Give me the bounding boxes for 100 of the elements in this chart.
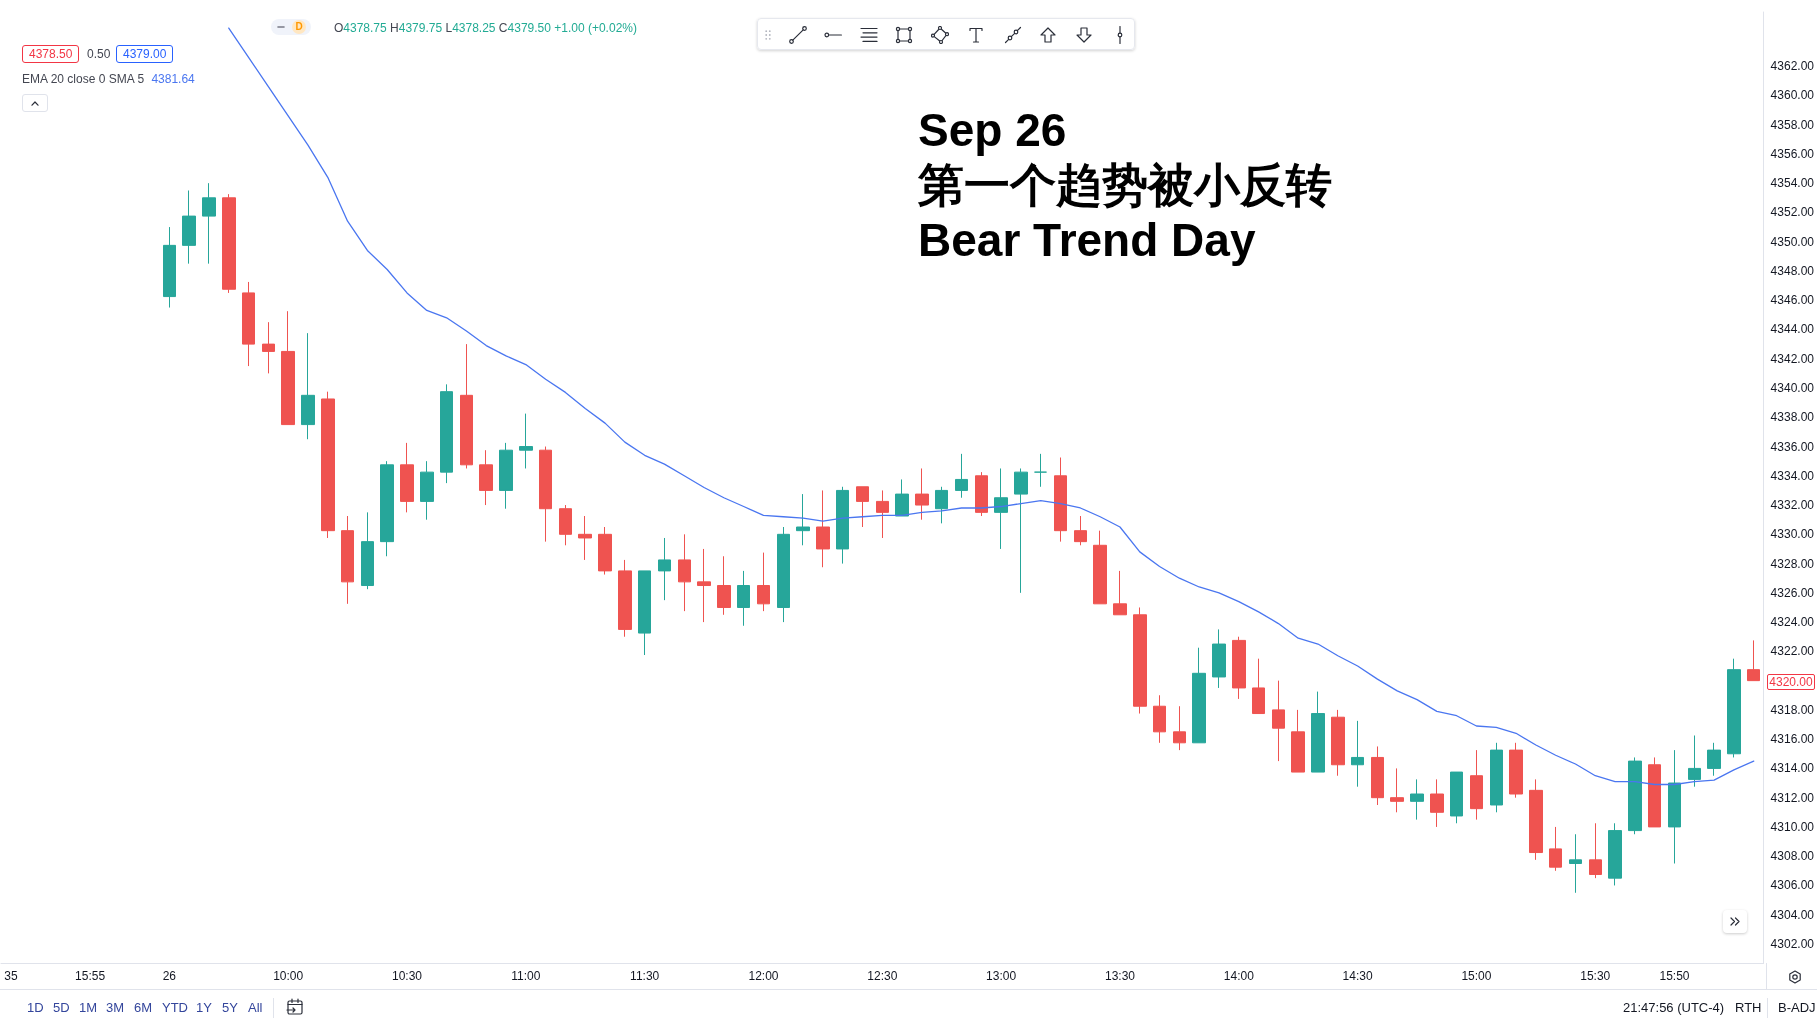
candlestick bbox=[876, 489, 889, 539]
candlestick bbox=[994, 467, 1008, 550]
candlestick bbox=[1371, 745, 1384, 806]
candlestick bbox=[1272, 680, 1285, 762]
candlestick bbox=[1707, 742, 1721, 777]
candlestick bbox=[678, 533, 691, 612]
candlestick bbox=[1747, 639, 1760, 682]
y-tick-label: 4318.00 bbox=[1770, 702, 1815, 717]
x-tick-label: 10:00 bbox=[273, 969, 304, 983]
x-tick-label: 15:50 bbox=[1659, 969, 1690, 983]
candlestick bbox=[1074, 515, 1087, 546]
candlestick bbox=[578, 515, 592, 561]
x-tick-label: 14:30 bbox=[1342, 969, 1373, 983]
candlestick bbox=[222, 193, 236, 294]
x-tick-label: 10:30 bbox=[391, 969, 423, 983]
text: 21:47:56 (UTC-4) bbox=[1623, 1000, 1725, 1016]
candlestick bbox=[1688, 734, 1701, 788]
annotation: 0.50 bbox=[87, 46, 111, 63]
candlestick bbox=[1470, 749, 1483, 821]
candlestick bbox=[1252, 658, 1265, 715]
x-tick-label: 14:00 bbox=[1223, 969, 1255, 983]
text: 第一个趋势被小反转 Bear Trend Day bbox=[917, 158, 1332, 266]
candlestick bbox=[479, 449, 493, 506]
candlestick bbox=[1430, 778, 1444, 828]
candlestick bbox=[1351, 720, 1364, 788]
y-tick-label: 4334.00 bbox=[1770, 468, 1815, 483]
candlestick bbox=[301, 332, 315, 440]
x-tick-label: 35 bbox=[4, 969, 18, 983]
candlestick bbox=[1410, 778, 1424, 821]
candlestick bbox=[539, 446, 552, 543]
candlestick bbox=[202, 182, 216, 265]
candlestick bbox=[697, 548, 711, 623]
candlestick bbox=[182, 190, 196, 265]
candlestick bbox=[163, 226, 176, 309]
annotation: 4379.00 bbox=[116, 45, 174, 63]
text: 1Y bbox=[196, 1000, 212, 1016]
candlestick bbox=[1133, 606, 1147, 715]
annotation: D bbox=[292, 20, 306, 34]
y-tick-label: 4314.00 bbox=[1770, 761, 1815, 776]
x-tick-label: 13:00 bbox=[986, 969, 1017, 983]
candlestick bbox=[1589, 822, 1602, 879]
candlestick bbox=[1311, 691, 1325, 773]
annotation: 4381.64 bbox=[151, 72, 196, 86]
candlestick bbox=[618, 559, 632, 638]
candlestick bbox=[777, 526, 790, 623]
candlestick bbox=[915, 467, 929, 521]
candlestick bbox=[1173, 705, 1186, 751]
y-tick-label: 4326.00 bbox=[1770, 585, 1815, 600]
candlestick bbox=[1291, 709, 1305, 773]
candlestick bbox=[796, 493, 810, 546]
candlestick bbox=[955, 453, 968, 499]
candlestick bbox=[757, 552, 770, 612]
y-tick-label: 4356.00 bbox=[1770, 146, 1815, 161]
candlestick bbox=[836, 486, 849, 565]
y-tick-label: 4338.00 bbox=[1770, 410, 1815, 425]
text: Sep 26 bbox=[918, 103, 1067, 156]
text: YTD bbox=[162, 1000, 188, 1016]
y-tick-label: 4360.00 bbox=[1770, 88, 1815, 103]
y-tick-label: 4336.00 bbox=[1770, 439, 1815, 454]
candlestick bbox=[1113, 570, 1127, 616]
y-tick-label: 4310.00 bbox=[1770, 819, 1815, 834]
candlestick bbox=[341, 515, 354, 605]
candlestick bbox=[1093, 530, 1107, 605]
candlestick bbox=[242, 281, 255, 367]
text: All bbox=[248, 1000, 263, 1016]
y-tick-label: 4316.00 bbox=[1770, 732, 1815, 747]
x-tick-label: 26 bbox=[162, 969, 177, 983]
candlestick bbox=[1628, 756, 1642, 835]
y-tick-label: 4346.00 bbox=[1770, 293, 1815, 308]
y-tick-label: 4322.00 bbox=[1770, 644, 1815, 659]
candlestick bbox=[559, 504, 572, 546]
y-tick-label: 4332.00 bbox=[1770, 498, 1815, 513]
candlestick bbox=[499, 442, 513, 510]
candlestick bbox=[717, 555, 731, 616]
candlestick bbox=[519, 413, 533, 469]
y-tick-label: 4350.00 bbox=[1770, 234, 1815, 249]
candlestick bbox=[1549, 826, 1562, 872]
y-tick-label: 4344.00 bbox=[1770, 322, 1815, 337]
candlestick bbox=[1153, 694, 1166, 744]
candlestick bbox=[1212, 628, 1226, 689]
candlestick bbox=[638, 570, 651, 656]
text: RTH bbox=[1735, 1000, 1762, 1016]
y-tick-label: 4342.00 bbox=[1770, 351, 1815, 366]
candlestick bbox=[1727, 658, 1741, 758]
candlestick bbox=[1390, 767, 1404, 813]
candlestick bbox=[1509, 742, 1523, 799]
candlestick bbox=[361, 511, 374, 590]
text: 5D bbox=[53, 1000, 70, 1016]
text: 5Y bbox=[222, 1000, 238, 1016]
y-tick-label: 4330.00 bbox=[1770, 527, 1815, 542]
x-tick-label: 13:30 bbox=[1104, 969, 1136, 983]
candlestick bbox=[1648, 756, 1661, 828]
annotation: O4378.75 H4379.75 L4378.25 C4379.50 +1.00 (+0.02%) bbox=[334, 21, 637, 35]
y-tick-label: 4312.00 bbox=[1770, 790, 1815, 805]
candlestick bbox=[895, 478, 909, 517]
candlestick bbox=[1192, 647, 1206, 744]
x-tick-label: 12:00 bbox=[748, 969, 779, 983]
candlestick bbox=[1668, 749, 1681, 865]
candlestick bbox=[1014, 467, 1028, 594]
x-tick-label: 11:00 bbox=[511, 969, 541, 983]
